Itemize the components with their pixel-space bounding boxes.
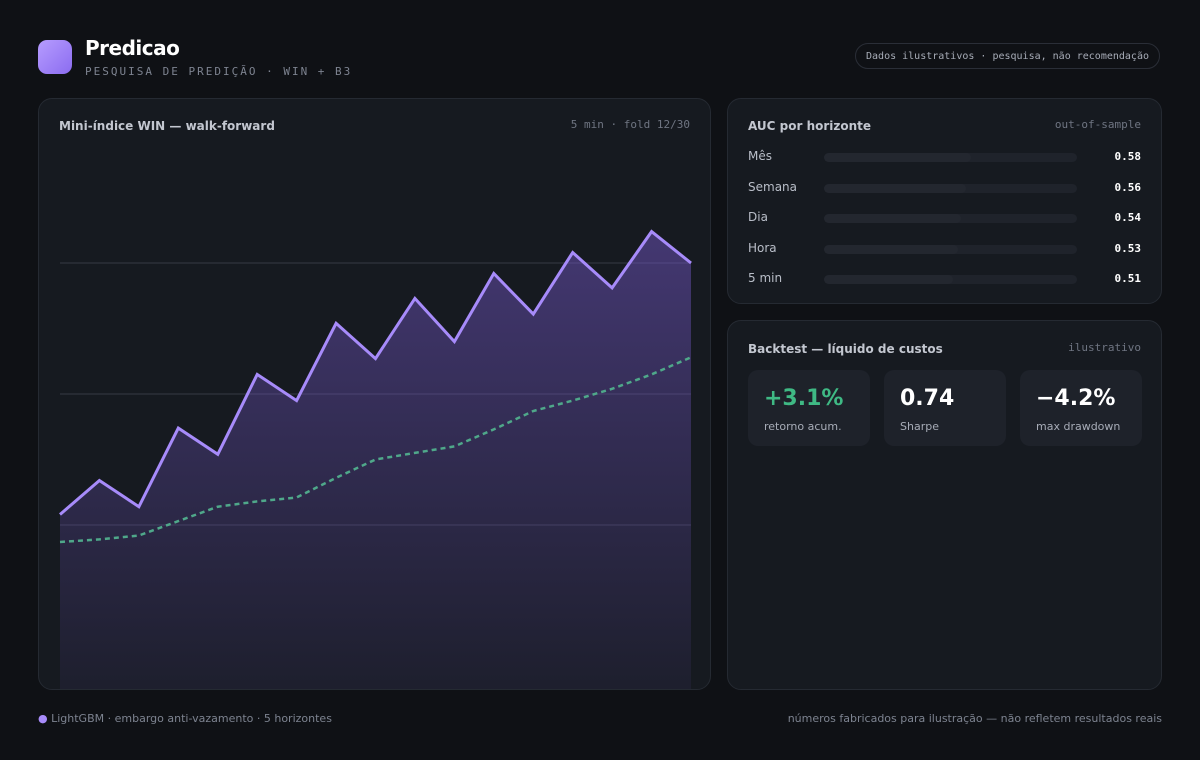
row-label: Dia [748, 210, 768, 224]
backtest-card: Backtest — líquido de custos ilustrativo… [727, 320, 1162, 690]
chart-meta: 5 min · fold 12/30 [570, 118, 690, 131]
bar [824, 153, 971, 162]
badge: Dados ilustrativos · pesquisa, não recom… [855, 43, 1160, 69]
auc-meta: out-of-sample [1054, 118, 1141, 131]
chart-card: Mini-índice WIN — walk-forward 5 min · f… [38, 98, 711, 690]
row-value: 0.58 [1114, 150, 1142, 163]
row-label: 5 min [748, 271, 783, 285]
kpi-value: 0.74 [900, 386, 955, 411]
app-subtitle: PESQUISA DE PREDIÇÃO · WIN + B3 [85, 65, 353, 78]
auc-card: AUC por horizonte out-of-sample Mês 0.58 S… [727, 98, 1162, 304]
footer-left: ● LightGBM · embargo anti-vazamento · 5 … [38, 712, 332, 725]
bar [824, 214, 961, 223]
backtest-title: Backtest — líquido de custos [748, 342, 943, 356]
chart [59, 229, 692, 689]
kpi-label: Sharpe [900, 420, 939, 433]
app-title: Predicao [85, 36, 180, 60]
bar-track [824, 153, 1077, 162]
bar-track [824, 275, 1077, 284]
row-value: 0.53 [1114, 241, 1142, 255]
chart-title: Mini-índice WIN — walk-forward [59, 119, 275, 133]
logo [38, 40, 72, 74]
kpi-card: +3.1% retorno acum. [748, 370, 870, 446]
bar [824, 183, 966, 193]
kpi-card: −4.2% max drawdown [1020, 370, 1142, 446]
kpi-label: max drawdown [1036, 420, 1121, 433]
auc-title: AUC por horizonte [748, 119, 872, 133]
line [59, 229, 692, 516]
kpi-label: retorno acum. [764, 420, 842, 433]
kpi-value: −4.2% [1036, 386, 1116, 411]
bar-track [824, 183, 1077, 193]
row-value: 0.56 [1114, 180, 1142, 194]
bar [824, 275, 954, 284]
kpi-card: 0.74 Sharpe [884, 370, 1006, 446]
row-label: Semana [748, 179, 798, 194]
bar [824, 244, 959, 254]
bar-track [824, 214, 1077, 223]
kpi-value: +3.1% [764, 386, 844, 411]
area [60, 231, 691, 689]
row-label: Hora [748, 240, 777, 255]
row-label: Mês [748, 149, 772, 163]
row-value: 0.51 [1114, 272, 1142, 285]
backtest-meta: ilustrativo [1068, 341, 1141, 354]
row-value: 0.54 [1114, 211, 1142, 224]
footer-right: números fabricados para ilustração — não… [787, 712, 1162, 725]
footer-left-text: LightGBM · embargo anti-vazamento · 5 ho… [51, 712, 332, 725]
line [59, 356, 692, 544]
bar-track [824, 244, 1077, 254]
